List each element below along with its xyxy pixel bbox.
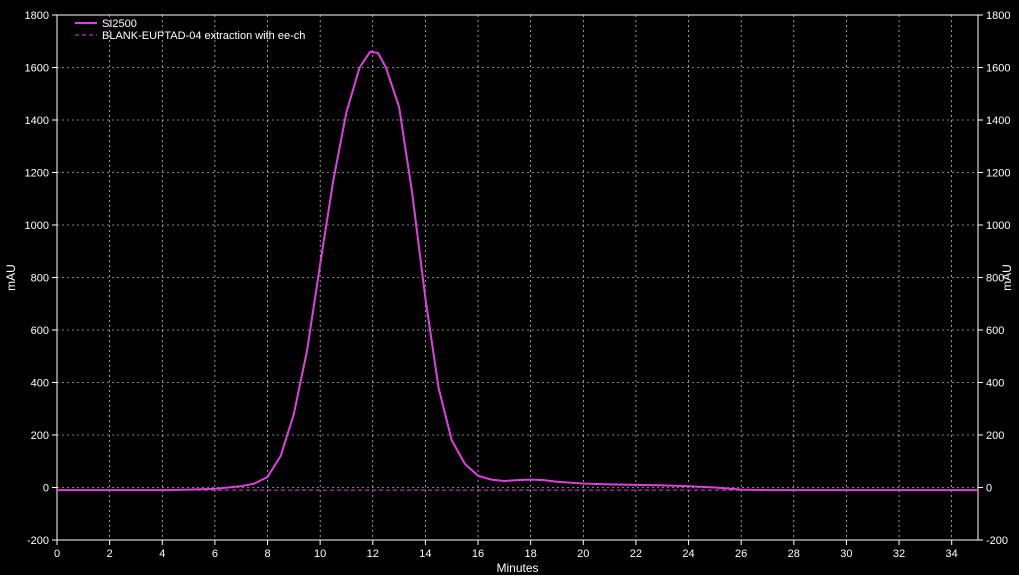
y-tick-label-right: 600 <box>986 325 1004 337</box>
y-tick-label-left: 1800 <box>25 10 49 22</box>
y-tick-label-left: 200 <box>31 430 49 442</box>
y-tick-label-left: 1600 <box>25 63 49 75</box>
x-tick-label: 4 <box>159 548 165 560</box>
y-tick-label-left: 1200 <box>25 168 49 180</box>
y-axis-title-left: mAU <box>4 264 18 291</box>
y-tick-label-right: 400 <box>986 378 1004 390</box>
x-tick-label: 16 <box>472 548 484 560</box>
x-tick-label: 32 <box>893 548 905 560</box>
x-tick-label: 24 <box>682 548 694 560</box>
x-tick-label: 28 <box>788 548 800 560</box>
y-tick-label-left: 400 <box>31 378 49 390</box>
x-tick-label: 0 <box>54 548 60 560</box>
y-tick-label-right: 1800 <box>986 10 1010 22</box>
x-tick-label: 2 <box>107 548 113 560</box>
y-tick-label-left: -200 <box>27 535 49 547</box>
x-tick-label: 26 <box>735 548 747 560</box>
y-tick-label-left: 0 <box>43 483 49 495</box>
y-tick-label-right: 1600 <box>986 63 1010 75</box>
x-axis-title: Minutes <box>496 561 538 575</box>
y-tick-label-right: 0 <box>986 483 992 495</box>
x-tick-label: 18 <box>525 548 537 560</box>
y-tick-label-left: 1000 <box>25 220 49 232</box>
x-tick-label: 12 <box>367 548 379 560</box>
x-tick-label: 14 <box>419 548 431 560</box>
chart-svg: 0246810121416182022242628303234-20002004… <box>0 0 1019 575</box>
x-tick-label: 34 <box>946 548 958 560</box>
x-tick-label: 20 <box>577 548 589 560</box>
x-tick-label: 6 <box>212 548 218 560</box>
x-tick-label: 30 <box>840 548 852 560</box>
x-tick-label: 8 <box>264 548 270 560</box>
y-tick-label-right: 1200 <box>986 168 1010 180</box>
y-tick-label-right: 1000 <box>986 220 1010 232</box>
legend-label: BLANK-EUPTAD-04 extraction with ee-ch <box>102 30 305 42</box>
legend-label: SI2500 <box>102 18 137 30</box>
chromatogram-chart: 0246810121416182022242628303234-20002004… <box>0 0 1019 575</box>
y-tick-label-right: 1400 <box>986 115 1010 127</box>
y-tick-label-left: 1400 <box>25 115 49 127</box>
chart-background <box>0 0 1019 575</box>
y-tick-label-right: 200 <box>986 430 1004 442</box>
y-tick-label-left: 800 <box>31 273 49 285</box>
y-tick-label-right: -200 <box>986 535 1008 547</box>
y-tick-label-left: 600 <box>31 325 49 337</box>
x-tick-label: 22 <box>630 548 642 560</box>
y-axis-title-right: mAU <box>1000 264 1014 291</box>
x-tick-label: 10 <box>314 548 326 560</box>
